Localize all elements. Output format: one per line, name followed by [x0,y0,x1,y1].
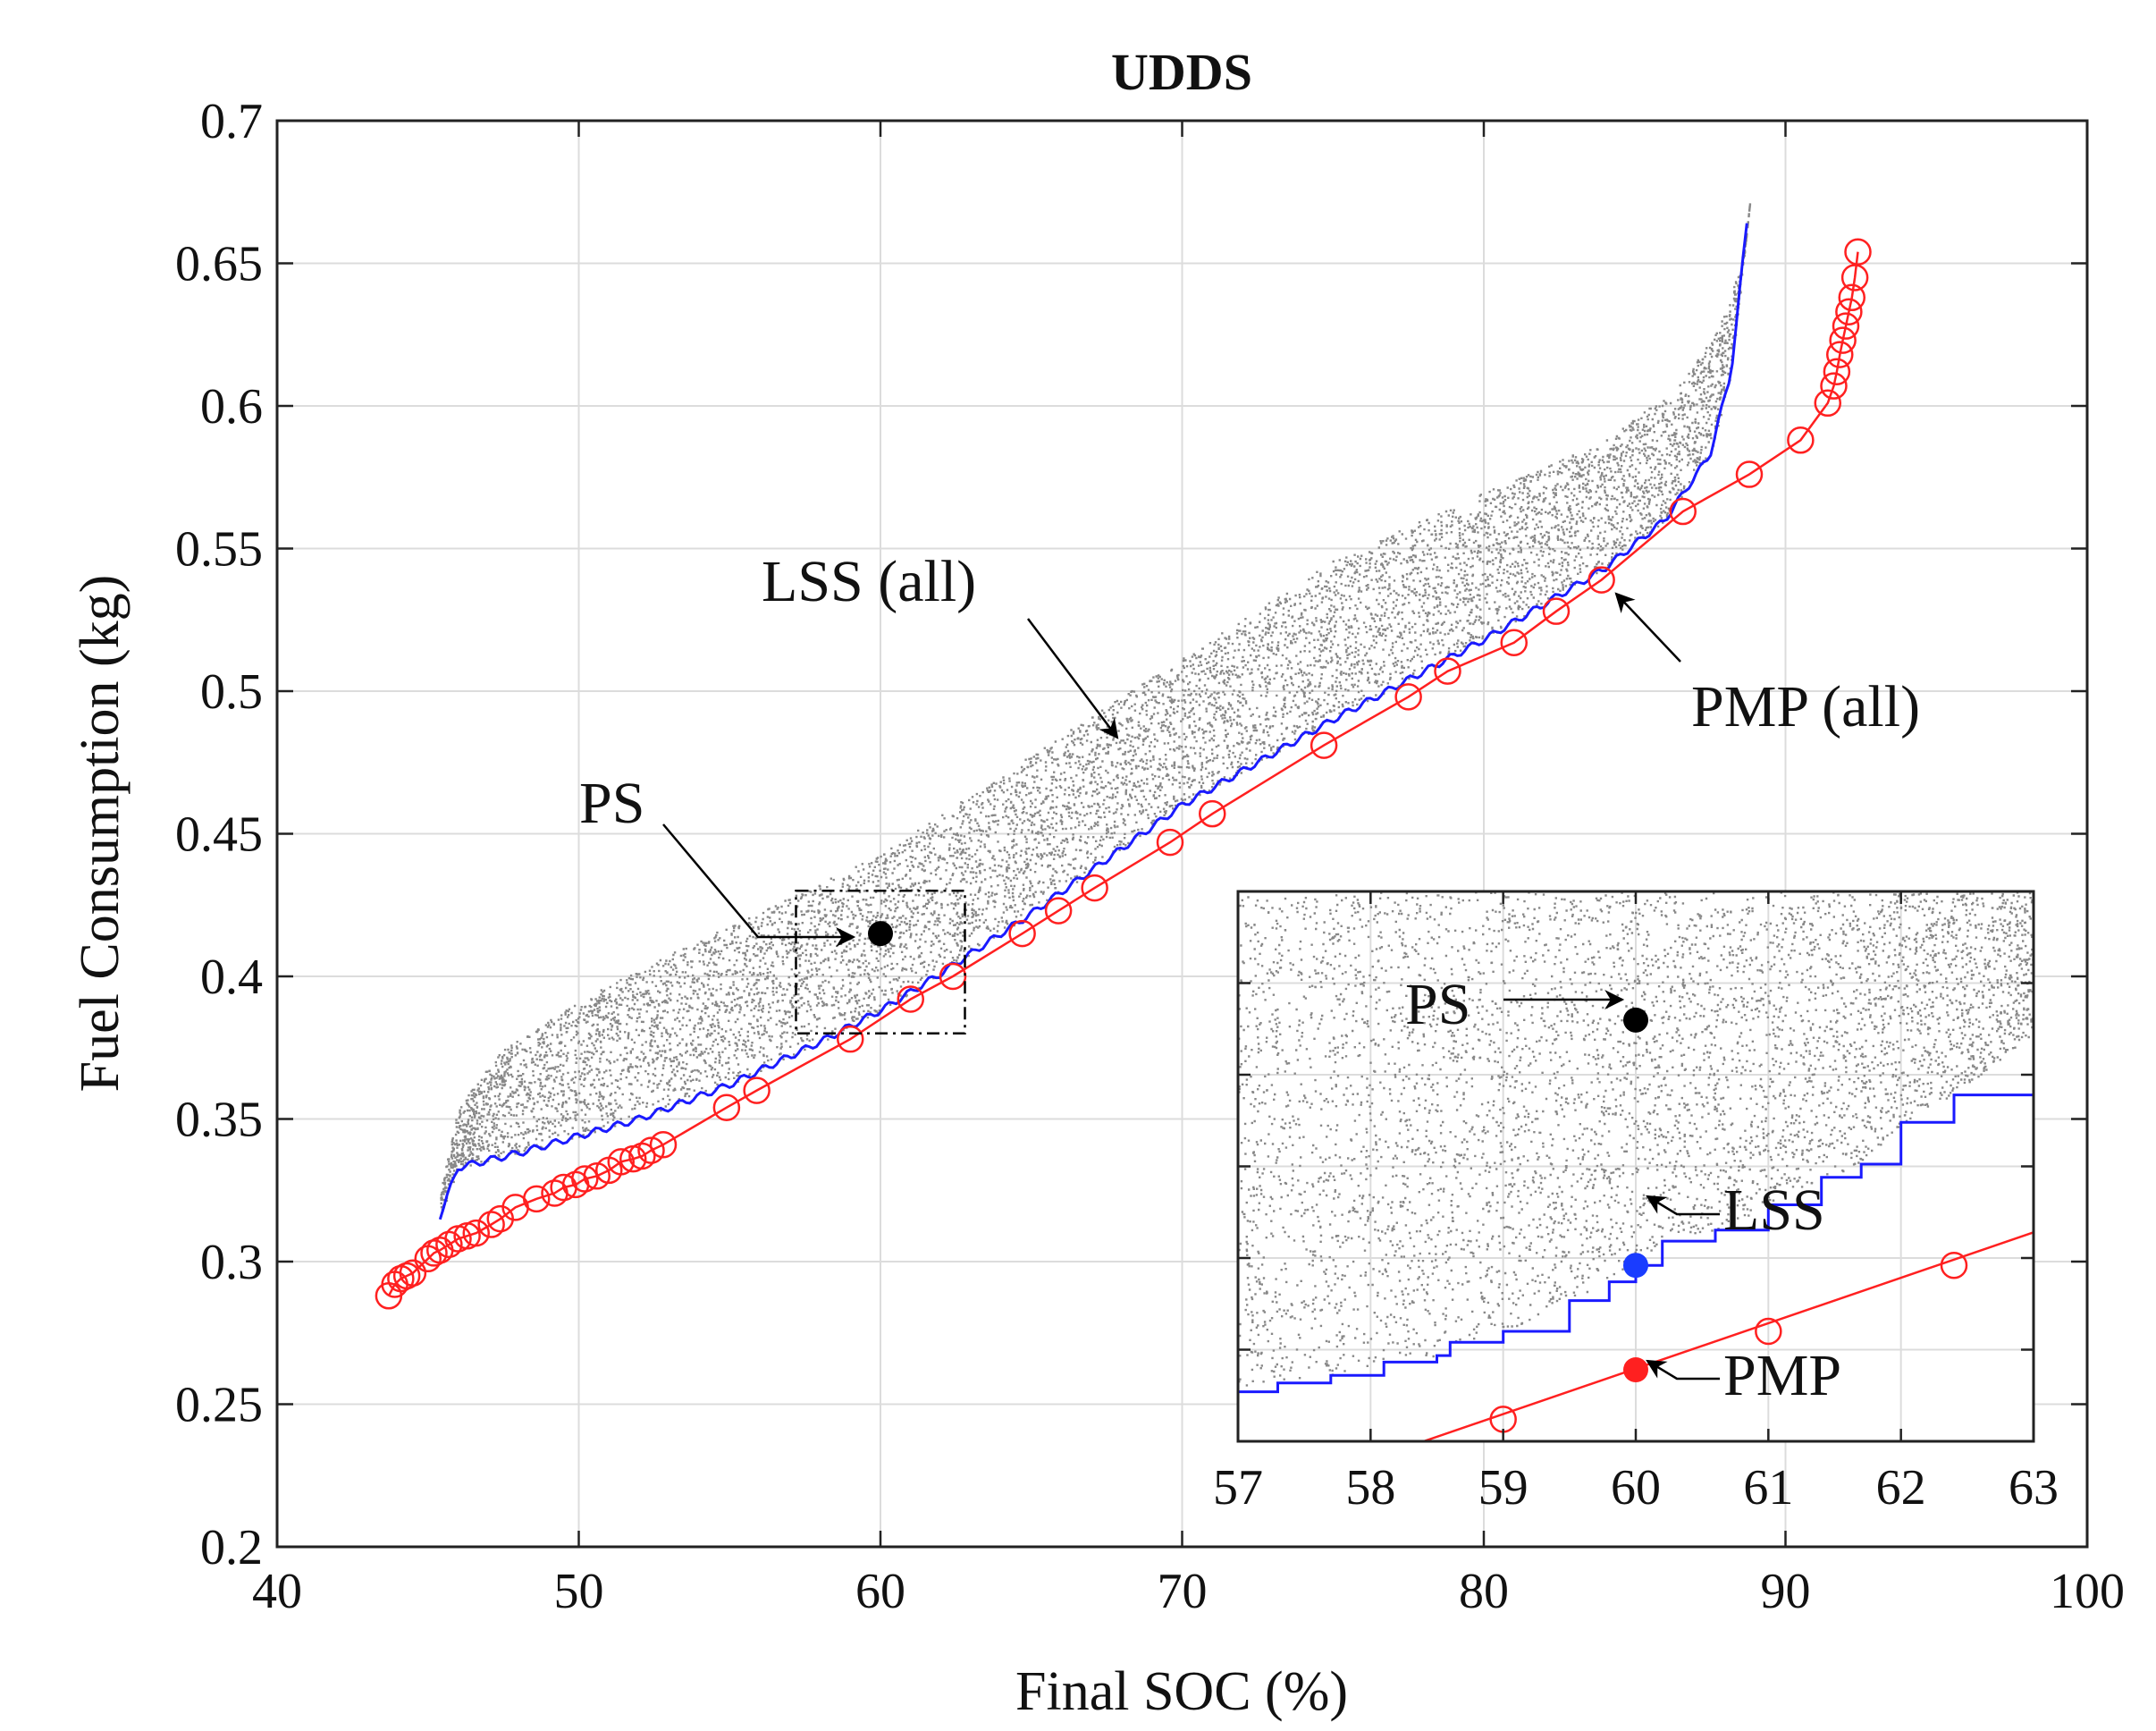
pmp-point [1826,341,1854,368]
pmp-point [1735,460,1764,488]
inset-arrow-pmp [1646,1359,1720,1381]
inset-x-tick-label: 60 [1611,1460,1661,1516]
pmp-point [1500,629,1528,657]
ps-point [868,921,893,947]
pmp-point [1835,298,1863,325]
x-tick-label: 40 [252,1564,302,1619]
annotation-lss-all: LSS (all) [762,549,976,614]
x-tick-label: 60 [855,1564,905,1619]
inset-annotation-ps: PS [1405,972,1470,1037]
inset-x-tick-label: 62 [1876,1460,1926,1516]
inset-ticks [1236,891,2035,1441]
x-tick-label: 100 [2050,1564,2125,1619]
annotation-ps: PS [579,771,644,836]
pmp-point [1787,426,1815,454]
y-tick-label: 0.55 [175,522,263,578]
pmp-point [1542,597,1571,625]
zoom-box [795,890,966,1035]
pmp-point [1844,238,1872,266]
pmp-point [837,1025,864,1053]
pmp-point [1199,799,1226,828]
inset-arrow-lss [1646,1195,1720,1216]
y-tick-label: 0.45 [175,807,263,863]
pmp-point [1814,389,1841,418]
y-axis-label: Fuel Consumption (kg) [70,575,131,1093]
pmp-point [435,1230,463,1259]
x-tick-label: 50 [554,1564,604,1619]
y-tick-label: 0.65 [175,237,263,292]
pmp-point [607,1148,635,1176]
y-tick-label: 0.7 [200,94,263,149]
x-tick-label: 70 [1158,1564,1208,1619]
inset-point-ps [1623,1007,1648,1033]
pmp-point [462,1219,490,1247]
axis-ticks [275,119,2089,1549]
pmp-point [1044,897,1073,925]
pmp-point [1434,657,1461,685]
pmp-point [1394,683,1422,711]
pmp-point [1310,731,1338,759]
annotation-pmp-all: PMP (all) [1691,674,1920,739]
x-tick-labels: 40 50 60 70 80 90 100 [252,1564,2125,1619]
inset-annotation-pmp: PMP [1723,1343,1841,1408]
pmp-point [637,1136,665,1164]
pmp-point [523,1185,551,1213]
pmp-point [571,1165,599,1193]
y-tick-label: 0.3 [200,1235,263,1290]
lss-lower-boundary [438,223,1748,1220]
y-tick-label: 0.6 [200,379,263,435]
y-tick-label: 0.4 [200,950,263,1005]
x-tick-label: 80 [1459,1564,1509,1619]
pmp-point [1820,372,1848,400]
arrow-lss-all [1027,618,1119,739]
pmp-point [1008,919,1036,948]
pmp-point [387,1264,415,1293]
inset-x-tick-label: 59 [1478,1460,1529,1516]
pmp-point [1588,566,1615,594]
y-tick-label: 0.2 [200,1520,263,1575]
inset-pmp-point [1755,1317,1782,1346]
inset-pmp-line [1423,1231,2034,1441]
pmp-point [743,1077,771,1104]
pmp-point [628,1142,656,1170]
inset-x-tick-label: 58 [1345,1460,1395,1516]
inset-x-tick-labels: 57 58 59 60 61 62 63 [1213,1460,2059,1516]
arrow-pmp-all [1614,592,1681,663]
inset-x-tick-label: 61 [1743,1460,1793,1516]
pmp-point [897,985,924,1013]
pmp-point [939,962,967,991]
inset-point-pmp [1623,1357,1648,1383]
pmp-point [1669,497,1697,526]
inset-x-tick-label: 57 [1213,1460,1263,1516]
y-tick-label: 0.35 [175,1093,263,1148]
pmp-point [712,1093,741,1121]
inset-annotation-lss: LSS [1723,1178,1825,1243]
pmp-point [1829,326,1857,354]
pmp-point [477,1211,505,1238]
pmp-point [1832,312,1860,340]
pmp-point [583,1162,611,1190]
pmp-point [1081,874,1108,902]
pmp-point [392,1262,421,1290]
inset-pmp-point [1940,1251,1968,1279]
pmp-point [649,1130,678,1159]
x-axis-label: Final SOC (%) [1015,1661,1348,1722]
y-tick-label: 0.25 [175,1378,263,1433]
x-tick-label: 90 [1761,1564,1811,1619]
pmp-point [420,1239,448,1267]
pmp-series-markers [375,238,1872,1310]
inset-point-lss [1623,1253,1648,1279]
pmp-point [1838,283,1865,312]
pmp-point [1823,358,1851,385]
inset-x-tick-label: 63 [2009,1460,2059,1516]
y-tick-labels: 0.2 0.25 0.3 0.35 0.4 0.45 0.5 0.55 0.6 0.65 0.7 [175,94,263,1575]
y-tick-label: 0.5 [200,664,263,720]
chart-title: UDDS [1111,43,1252,101]
pmp-point [1156,828,1184,857]
inset-lss-boundary [1238,1032,2034,1394]
inset-highlight-points [1623,1007,1648,1383]
pmp-point [399,1259,427,1288]
arrow-ps [662,823,856,947]
